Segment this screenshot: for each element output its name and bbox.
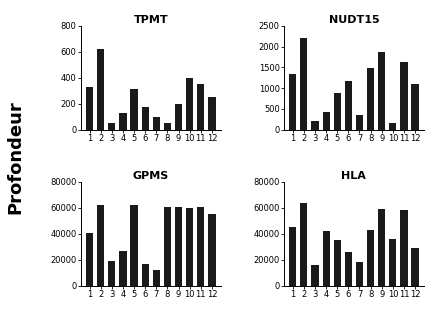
Bar xyxy=(186,208,193,286)
Bar xyxy=(97,49,104,130)
Bar xyxy=(389,239,396,286)
Title: HLA: HLA xyxy=(341,171,366,181)
Bar xyxy=(108,261,115,286)
Bar xyxy=(355,263,362,286)
Bar xyxy=(97,205,104,286)
Bar xyxy=(197,207,204,286)
Bar xyxy=(108,123,115,130)
Bar xyxy=(197,84,204,130)
Bar xyxy=(163,123,171,130)
Bar xyxy=(399,62,406,130)
Bar xyxy=(86,87,93,130)
Bar xyxy=(208,97,215,130)
Bar xyxy=(333,240,340,286)
Bar xyxy=(322,112,329,130)
Bar xyxy=(208,214,215,286)
Bar xyxy=(152,117,159,130)
Bar xyxy=(186,78,193,130)
Bar xyxy=(377,51,385,130)
Bar xyxy=(119,113,126,130)
Bar xyxy=(311,122,318,130)
Bar xyxy=(322,231,329,286)
Bar xyxy=(344,81,351,130)
Bar xyxy=(410,84,418,130)
Bar xyxy=(377,209,385,286)
Bar xyxy=(300,38,307,130)
Bar xyxy=(289,227,296,286)
Bar xyxy=(300,203,307,286)
Bar xyxy=(174,207,182,286)
Bar xyxy=(130,205,138,286)
Bar xyxy=(366,68,373,130)
Bar xyxy=(333,93,340,130)
Bar xyxy=(366,230,373,286)
Bar xyxy=(130,89,138,130)
Bar xyxy=(410,248,418,286)
Bar xyxy=(86,233,93,286)
Title: NUDT15: NUDT15 xyxy=(328,15,378,25)
Bar xyxy=(174,104,182,130)
Bar xyxy=(289,73,296,130)
Bar xyxy=(311,265,318,286)
Bar xyxy=(399,210,406,286)
Bar xyxy=(355,115,362,130)
Bar xyxy=(141,107,148,130)
Title: TPMT: TPMT xyxy=(133,15,168,25)
Bar xyxy=(119,251,126,286)
Bar xyxy=(344,252,351,286)
Title: GPMS: GPMS xyxy=(132,171,169,181)
Bar xyxy=(152,270,159,286)
Bar xyxy=(141,264,148,286)
Text: Profondeur: Profondeur xyxy=(7,100,25,214)
Bar xyxy=(163,207,171,286)
Bar xyxy=(389,123,396,130)
